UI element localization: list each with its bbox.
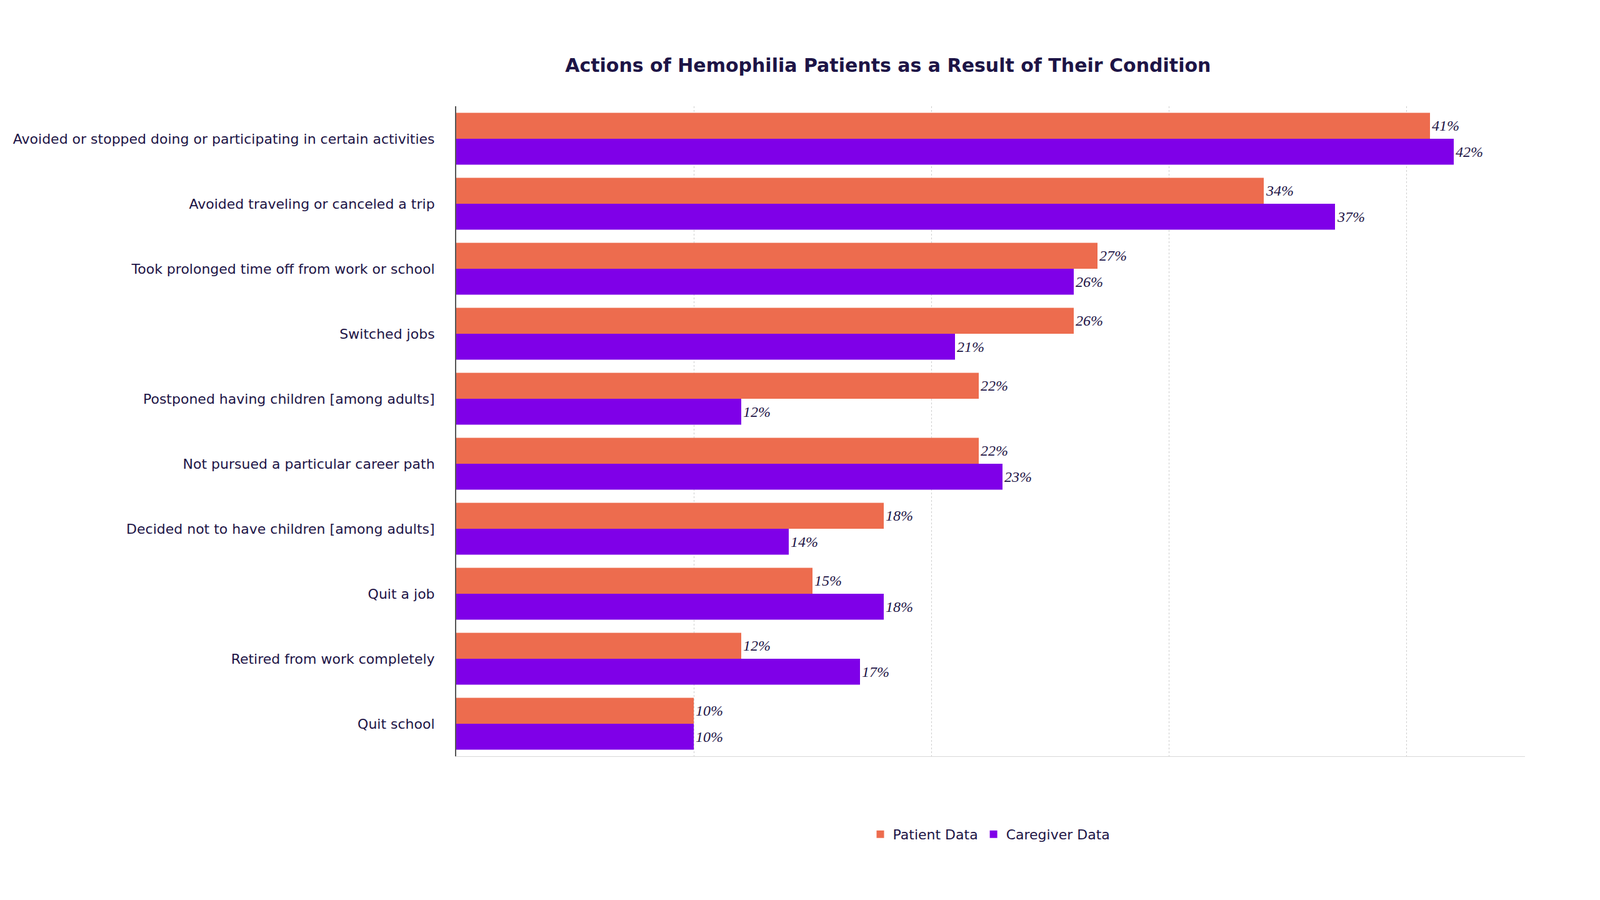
svg-text:10%: 10% — [695, 728, 724, 745]
svg-text:26%: 26% — [1075, 273, 1104, 290]
svg-text:Patient Data: Patient Data — [893, 826, 979, 843]
svg-text:15%: 15% — [814, 572, 842, 589]
svg-text:37%: 37% — [1336, 208, 1365, 225]
svg-text:Decided not to have children [: Decided not to have children [among adul… — [126, 521, 435, 537]
svg-text:23%: 23% — [1004, 468, 1032, 485]
svg-text:18%: 18% — [885, 598, 914, 615]
svg-text:34%: 34% — [1265, 182, 1294, 199]
svg-text:Took prolonged time off from w: Took prolonged time off from work or sch… — [131, 261, 435, 277]
svg-text:14%: 14% — [790, 533, 819, 550]
svg-text:41%: 41% — [1431, 117, 1460, 134]
svg-text:12%: 12% — [743, 637, 771, 654]
svg-text:22%: 22% — [980, 377, 1009, 394]
svg-text:10%: 10% — [695, 702, 724, 719]
svg-text:Actions of Hemophilia Patients: Actions of Hemophilia Patients as a Resu… — [565, 54, 1211, 77]
svg-text:22%: 22% — [980, 442, 1009, 459]
svg-text:27%: 27% — [1099, 247, 1127, 264]
svg-text:26%: 26% — [1075, 312, 1104, 329]
svg-text:Caregiver Data: Caregiver Data — [1006, 826, 1110, 843]
svg-text:Switched jobs: Switched jobs — [339, 326, 435, 342]
svg-text:Retired from work completely: Retired from work completely — [231, 651, 435, 667]
svg-text:Quit school: Quit school — [357, 716, 435, 732]
svg-text:Not pursued a particular caree: Not pursued a particular career path — [183, 456, 435, 472]
svg-text:Postponed having children [amo: Postponed having children [among adults] — [143, 391, 435, 407]
svg-text:Avoided or stopped doing or pa: Avoided or stopped doing or participatin… — [13, 131, 435, 147]
svg-text:12%: 12% — [743, 403, 771, 420]
svg-text:17%: 17% — [861, 663, 890, 680]
svg-text:Quit a job: Quit a job — [368, 586, 435, 602]
svg-text:42%: 42% — [1455, 143, 1484, 160]
svg-text:Avoided traveling or canceled: Avoided traveling or canceled a trip — [188, 196, 435, 212]
svg-text:21%: 21% — [956, 338, 985, 355]
svg-text:18%: 18% — [885, 507, 914, 524]
